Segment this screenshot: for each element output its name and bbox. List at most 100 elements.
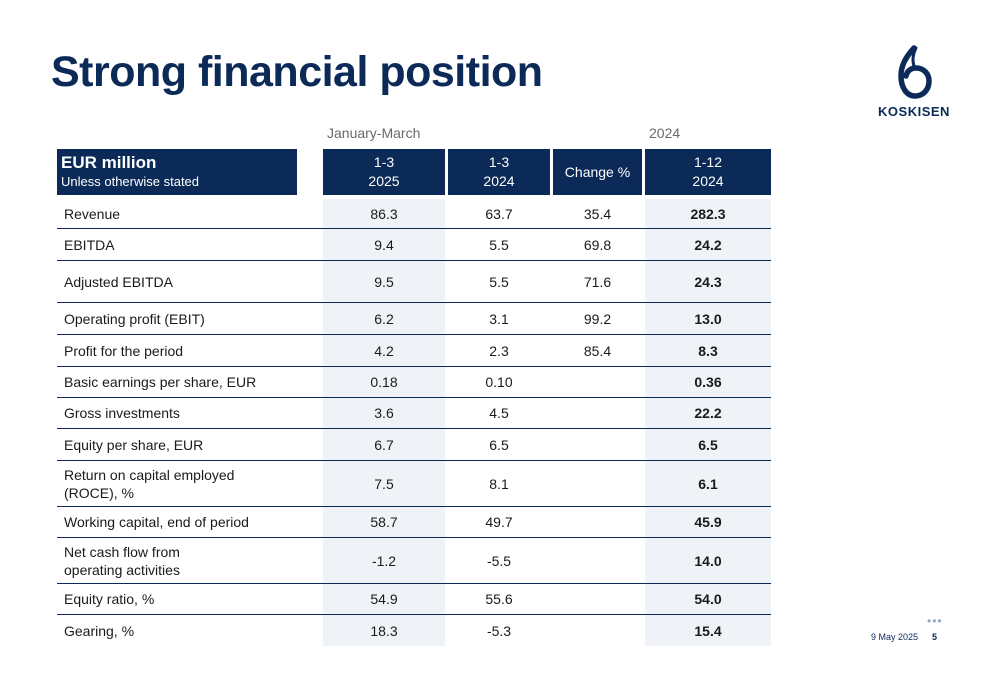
- cell-q2025: -1.2: [323, 538, 445, 583]
- cell-change: 35.4: [583, 205, 612, 222]
- cell-change: [553, 398, 642, 428]
- cell-change: [553, 507, 642, 537]
- cell-fy2024: 0.36: [645, 367, 771, 397]
- header-label-sub: Unless otherwise stated: [61, 174, 200, 189]
- row-label: Gearing, %: [64, 622, 135, 639]
- table-row: Revenue 86.3 63.7 35.4 282.3: [57, 199, 771, 229]
- koskisen-logo-icon: [898, 45, 932, 99]
- row-label: Equity ratio, %: [64, 591, 155, 607]
- cell-fy2024: 13.0: [645, 303, 771, 334]
- cell-q2024: 55.6: [485, 591, 513, 607]
- cell-change: [553, 538, 642, 583]
- table-row: Gross investments 3.6 4.5 22.2: [57, 398, 771, 429]
- cell-fy2024: 22.2: [645, 398, 771, 428]
- cell-fy2024: 6.1: [645, 461, 771, 506]
- cell-fy2024: 45.9: [645, 507, 771, 537]
- cell-fy2024: 14.0: [645, 538, 771, 583]
- group-label-year: 2024: [649, 125, 681, 141]
- row-label: Net cash flow from operating activities: [57, 538, 324, 583]
- footer-date: 9 May 2025: [871, 632, 919, 642]
- header-col-fy2024-year: 2024: [692, 173, 724, 189]
- header-col-q2025-year: 2025: [368, 173, 400, 189]
- header-col-q2024-period: 1-3: [488, 154, 510, 170]
- header-col-change-label: Change %: [564, 163, 631, 180]
- row-label: Working capital, end of period: [64, 514, 249, 530]
- row-label: Profit for the period: [64, 342, 184, 359]
- cell-q2024: -5.3: [486, 622, 512, 639]
- header-col-q2025-period: 1-3: [373, 154, 395, 170]
- cell-change: [553, 461, 642, 506]
- cell-fy2024: 54.0: [645, 584, 771, 614]
- table-row: Profit for the period 4.2 2.3 85.4 8.3: [57, 335, 771, 367]
- header-col-fy2024-period: 1-12: [693, 154, 723, 170]
- cell-change: [553, 584, 642, 614]
- cell-change: 71.6: [583, 273, 612, 290]
- cell-q2025: 6.7: [323, 429, 445, 460]
- table-row: Adjusted EBITDA 9.5 5.5 71.6 24.3: [57, 261, 771, 303]
- cell-q2024: 0.10: [485, 374, 513, 390]
- cell-change: 69.8: [583, 236, 612, 253]
- row-label: Adjusted EBITDA: [64, 273, 173, 290]
- cell-q2024: 2.3: [489, 342, 509, 359]
- header-col-q2024: 1-3 2024: [448, 149, 550, 195]
- cell-change: [553, 429, 642, 460]
- row-label-line: Return on capital employed: [64, 466, 235, 483]
- table-row: Equity per share, EUR 6.7 6.5 6.5: [57, 429, 771, 461]
- cell-q2025: 54.9: [323, 584, 445, 614]
- row-label-line: Net cash flow from: [64, 543, 180, 560]
- header-label-cell: EUR million Unless otherwise stated: [57, 149, 297, 195]
- cell-q2025: 4.2: [323, 335, 445, 366]
- cell-q2024: 5.5: [489, 273, 509, 290]
- cell-q2025: 86.3: [323, 199, 445, 228]
- row-label: Equity per share, EUR: [64, 436, 204, 453]
- cell-q2024: -5.5: [486, 552, 512, 569]
- cell-fy2024: 24.3: [645, 261, 771, 302]
- table-row: Equity ratio, % 54.9 55.6 54.0: [57, 584, 771, 615]
- table-row: Operating profit (EBIT) 6.2 3.1 99.2 13.…: [57, 303, 771, 335]
- header-label-main: EUR million: [61, 153, 157, 172]
- table-row: Net cash flow from operating activities …: [57, 538, 771, 584]
- row-label: Revenue: [64, 205, 121, 222]
- page-title: Strong financial position: [51, 48, 543, 96]
- brand-logo: KOSKISEN: [878, 44, 950, 130]
- table-row: EBITDA 9.4 5.5 69.8 24.2: [57, 229, 771, 261]
- cell-q2024: 4.5: [489, 405, 509, 421]
- cell-change: [553, 367, 642, 397]
- cell-change: 99.2: [583, 310, 612, 327]
- row-label: Operating profit (EBIT): [64, 310, 205, 327]
- cell-q2025: 58.7: [323, 507, 445, 537]
- cell-q2024: 8.1: [489, 475, 509, 492]
- cell-q2024: 49.7: [485, 514, 513, 530]
- cell-fy2024: 8.3: [645, 335, 771, 366]
- cell-q2025: 9.5: [323, 261, 445, 302]
- header-col-q2024-year: 2024: [483, 173, 515, 189]
- cell-q2024: 5.5: [489, 236, 509, 253]
- row-label-line: (ROCE), %: [64, 484, 134, 501]
- cell-q2025: 9.4: [323, 229, 445, 260]
- cell-fy2024: 6.5: [645, 429, 771, 460]
- cell-q2025: 6.2: [323, 303, 445, 334]
- cell-q2025: 18.3: [323, 615, 445, 646]
- cell-q2024: 63.7: [485, 205, 513, 222]
- table-row: Basic earnings per share, EUR 0.18 0.10 …: [57, 367, 771, 398]
- table-row: Return on capital employed (ROCE), % 7.5…: [57, 461, 771, 507]
- financial-table: Revenue 86.3 63.7 35.4 282.3 EBITDA 9.4 …: [57, 199, 771, 646]
- cell-q2024: 6.5: [489, 436, 509, 453]
- brand-name: KOSKISEN: [878, 104, 950, 119]
- footer-dots-icon: •••: [927, 614, 943, 628]
- cell-q2025: 0.18: [323, 367, 445, 397]
- row-label: Basic earnings per share, EUR: [64, 374, 257, 390]
- page-number: 5: [932, 632, 938, 642]
- group-label-january-march: January-March: [327, 125, 421, 141]
- cell-q2024: 3.1: [489, 310, 509, 327]
- cell-fy2024: 282.3: [645, 199, 771, 228]
- cell-q2025: 3.6: [323, 398, 445, 428]
- cell-fy2024: 15.4: [645, 615, 771, 646]
- table-row: Gearing, % 18.3 -5.3 15.4: [57, 615, 771, 646]
- row-label: Return on capital employed (ROCE), %: [57, 461, 324, 506]
- header-col-change: Change %: [553, 149, 642, 195]
- row-label-line: operating activities: [64, 561, 180, 578]
- row-label: EBITDA: [64, 236, 115, 253]
- cell-change: [553, 615, 642, 646]
- table-row: Working capital, end of period 58.7 49.7…: [57, 507, 771, 538]
